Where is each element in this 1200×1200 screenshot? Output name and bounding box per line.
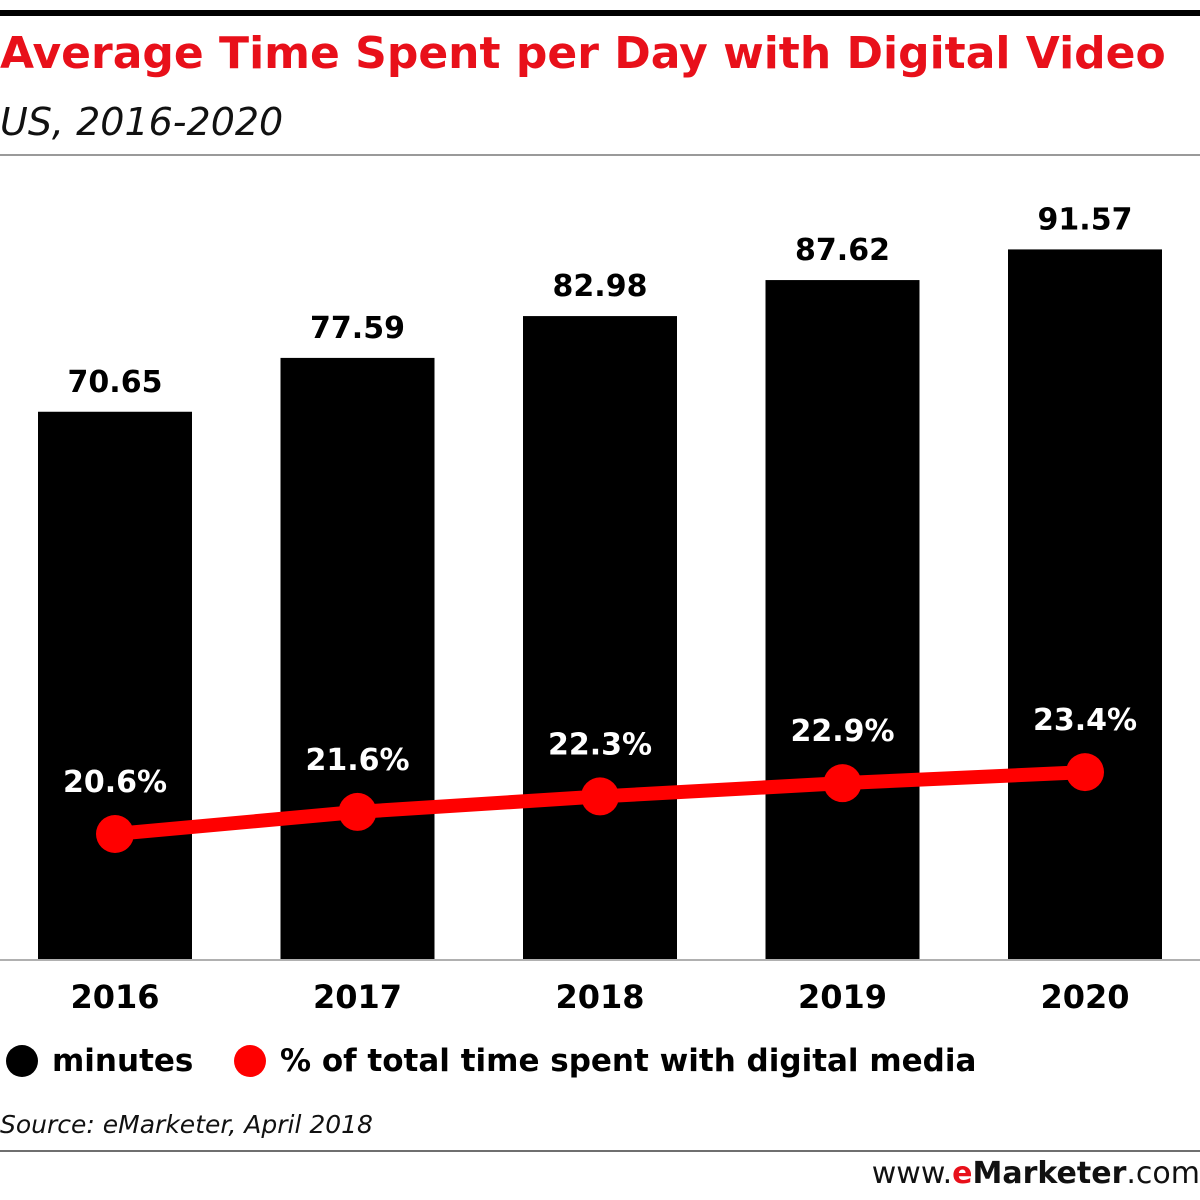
x-tick-2019: 2019 [798,978,887,1016]
brand-name: Marketer [972,1156,1127,1191]
x-tick-2016: 2016 [70,978,159,1016]
legend: minutes % of total time spent with digit… [0,1036,1200,1086]
pct-value-label-2019: 22.9% [790,714,894,749]
bar-value-label-2018: 82.98 [553,269,648,304]
legend-item-minutes: minutes [6,1036,193,1086]
x-tick-2018: 2018 [555,978,644,1016]
legend-swatch-pct [234,1045,266,1077]
top-rule [0,10,1200,16]
legend-label-minutes: minutes [52,1043,194,1079]
pct-point-2017 [338,792,377,831]
bar-2017 [280,357,435,960]
pct-point-2020 [1066,753,1104,792]
brand-link[interactable]: www.eMarketer.com [872,1156,1200,1191]
legend-label-pct: % of total time spent with digital media [280,1043,977,1079]
footer-divider [0,1150,1200,1152]
chart-title: Average Time Spent per Day with Digital … [0,28,1166,79]
pct-value-label-2017: 21.6% [305,743,409,778]
bar-2019 [765,280,920,960]
pct-point-2019 [823,764,862,803]
legend-swatch-minutes [6,1045,38,1077]
line-layer [96,753,1104,853]
source-note: Source: eMarketer, April 2018 [0,1110,373,1139]
bar-2016 [38,411,192,961]
brand-prefix: www. [871,1156,953,1191]
x-ticks-layer: 2016 2017 2018 2019 2020 [70,978,1129,1016]
pct-value-label-2018: 22.3% [548,727,652,762]
pct-point-2018 [581,777,619,816]
bar-2018 [523,316,677,960]
bar-value-label-2016: 70.65 [68,365,163,400]
legend-item-pct: % of total time spent with digital media [234,1036,976,1086]
bar-value-label-2017: 77.59 [310,311,405,346]
bar-2020 [1008,249,1162,960]
bar-value-label-2020: 91.57 [1038,202,1133,237]
x-tick-2017: 2017 [313,978,402,1016]
brand-suffix: .com [1126,1156,1200,1191]
pct-point-2016 [96,815,134,853]
brand-e: e [952,1156,973,1191]
bars-layer [38,249,1162,961]
pct-labels-layer: 20.6% 21.6% 22.3% 22.9% 23.4% [63,703,1137,800]
title-divider [0,154,1200,156]
bar-value-label-2019: 87.62 [795,233,890,268]
chart-subtitle: US, 2016-2020 [0,100,284,144]
bar-labels-layer: 70.65 77.59 82.98 87.62 91.57 [68,202,1133,399]
pct-value-label-2020: 23.4% [1033,703,1137,738]
x-tick-2020: 2020 [1040,978,1129,1016]
pct-value-label-2016: 20.6% [63,765,167,800]
